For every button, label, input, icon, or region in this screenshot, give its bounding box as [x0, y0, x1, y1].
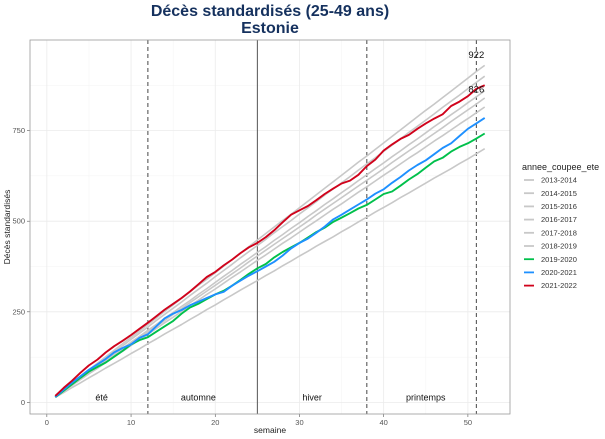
series-line-2013-2014 [54, 64, 486, 397]
season-label: automne [181, 392, 216, 402]
text-marks: été automne hiver printemps 922 826 [95, 50, 484, 402]
x-tick-label: 20 [211, 418, 219, 427]
series-line-2021-2022 [54, 84, 486, 397]
series-line-2019-2020 [54, 132, 486, 399]
season-label: été [95, 392, 108, 402]
legend-label: 2014-2015 [541, 189, 577, 198]
season-label: hiver [302, 392, 322, 402]
legend-label: 2013-2014 [541, 176, 577, 185]
legend: annee_coupee_ete 2013-2014 2014-2015 2015-2… [522, 162, 599, 290]
series-line-2016-2017 [54, 97, 486, 397]
x-tick-label: 30 [295, 418, 303, 427]
y-tick-label: 500 [12, 217, 25, 226]
legend-title: annee_coupee_ete [522, 162, 599, 172]
chart-subtitle: Estonie [241, 20, 299, 37]
x-tick-label: 10 [127, 418, 135, 427]
series-line-2020-2021 [54, 117, 486, 398]
legend-label: 2017-2018 [541, 228, 577, 237]
y-axis-label: Décès standardisés [2, 190, 12, 265]
annotation-label: 922 [468, 50, 484, 61]
y-tick-label: 250 [12, 307, 25, 316]
legend-label: 2021-2022 [541, 281, 577, 290]
legend-label: 2018-2019 [541, 242, 577, 251]
series-line-2018-2019 [54, 148, 486, 398]
x-tick-label: 50 [464, 418, 472, 427]
series-lines [54, 64, 486, 399]
season-dividers [147, 40, 477, 414]
x-tick-label: 40 [380, 418, 388, 427]
y-tick-label: 0 [21, 398, 25, 407]
series-line-2014-2015 [54, 75, 486, 397]
legend-label: 2016-2017 [541, 215, 577, 224]
y-tick-label: 750 [12, 126, 25, 135]
chart-title: Décès standardisés (25-49 ans) [151, 3, 389, 20]
x-tick-label: 0 [45, 418, 49, 427]
x-axis-label: semaine [254, 425, 286, 435]
legend-label: 2015-2016 [541, 202, 577, 211]
season-label: printemps [406, 392, 446, 402]
plot-panel-border [29, 39, 511, 415]
legend-label: 2020-2021 [541, 268, 577, 277]
legend-label: 2019-2020 [541, 255, 577, 264]
annotation-label: 826 [468, 85, 484, 96]
